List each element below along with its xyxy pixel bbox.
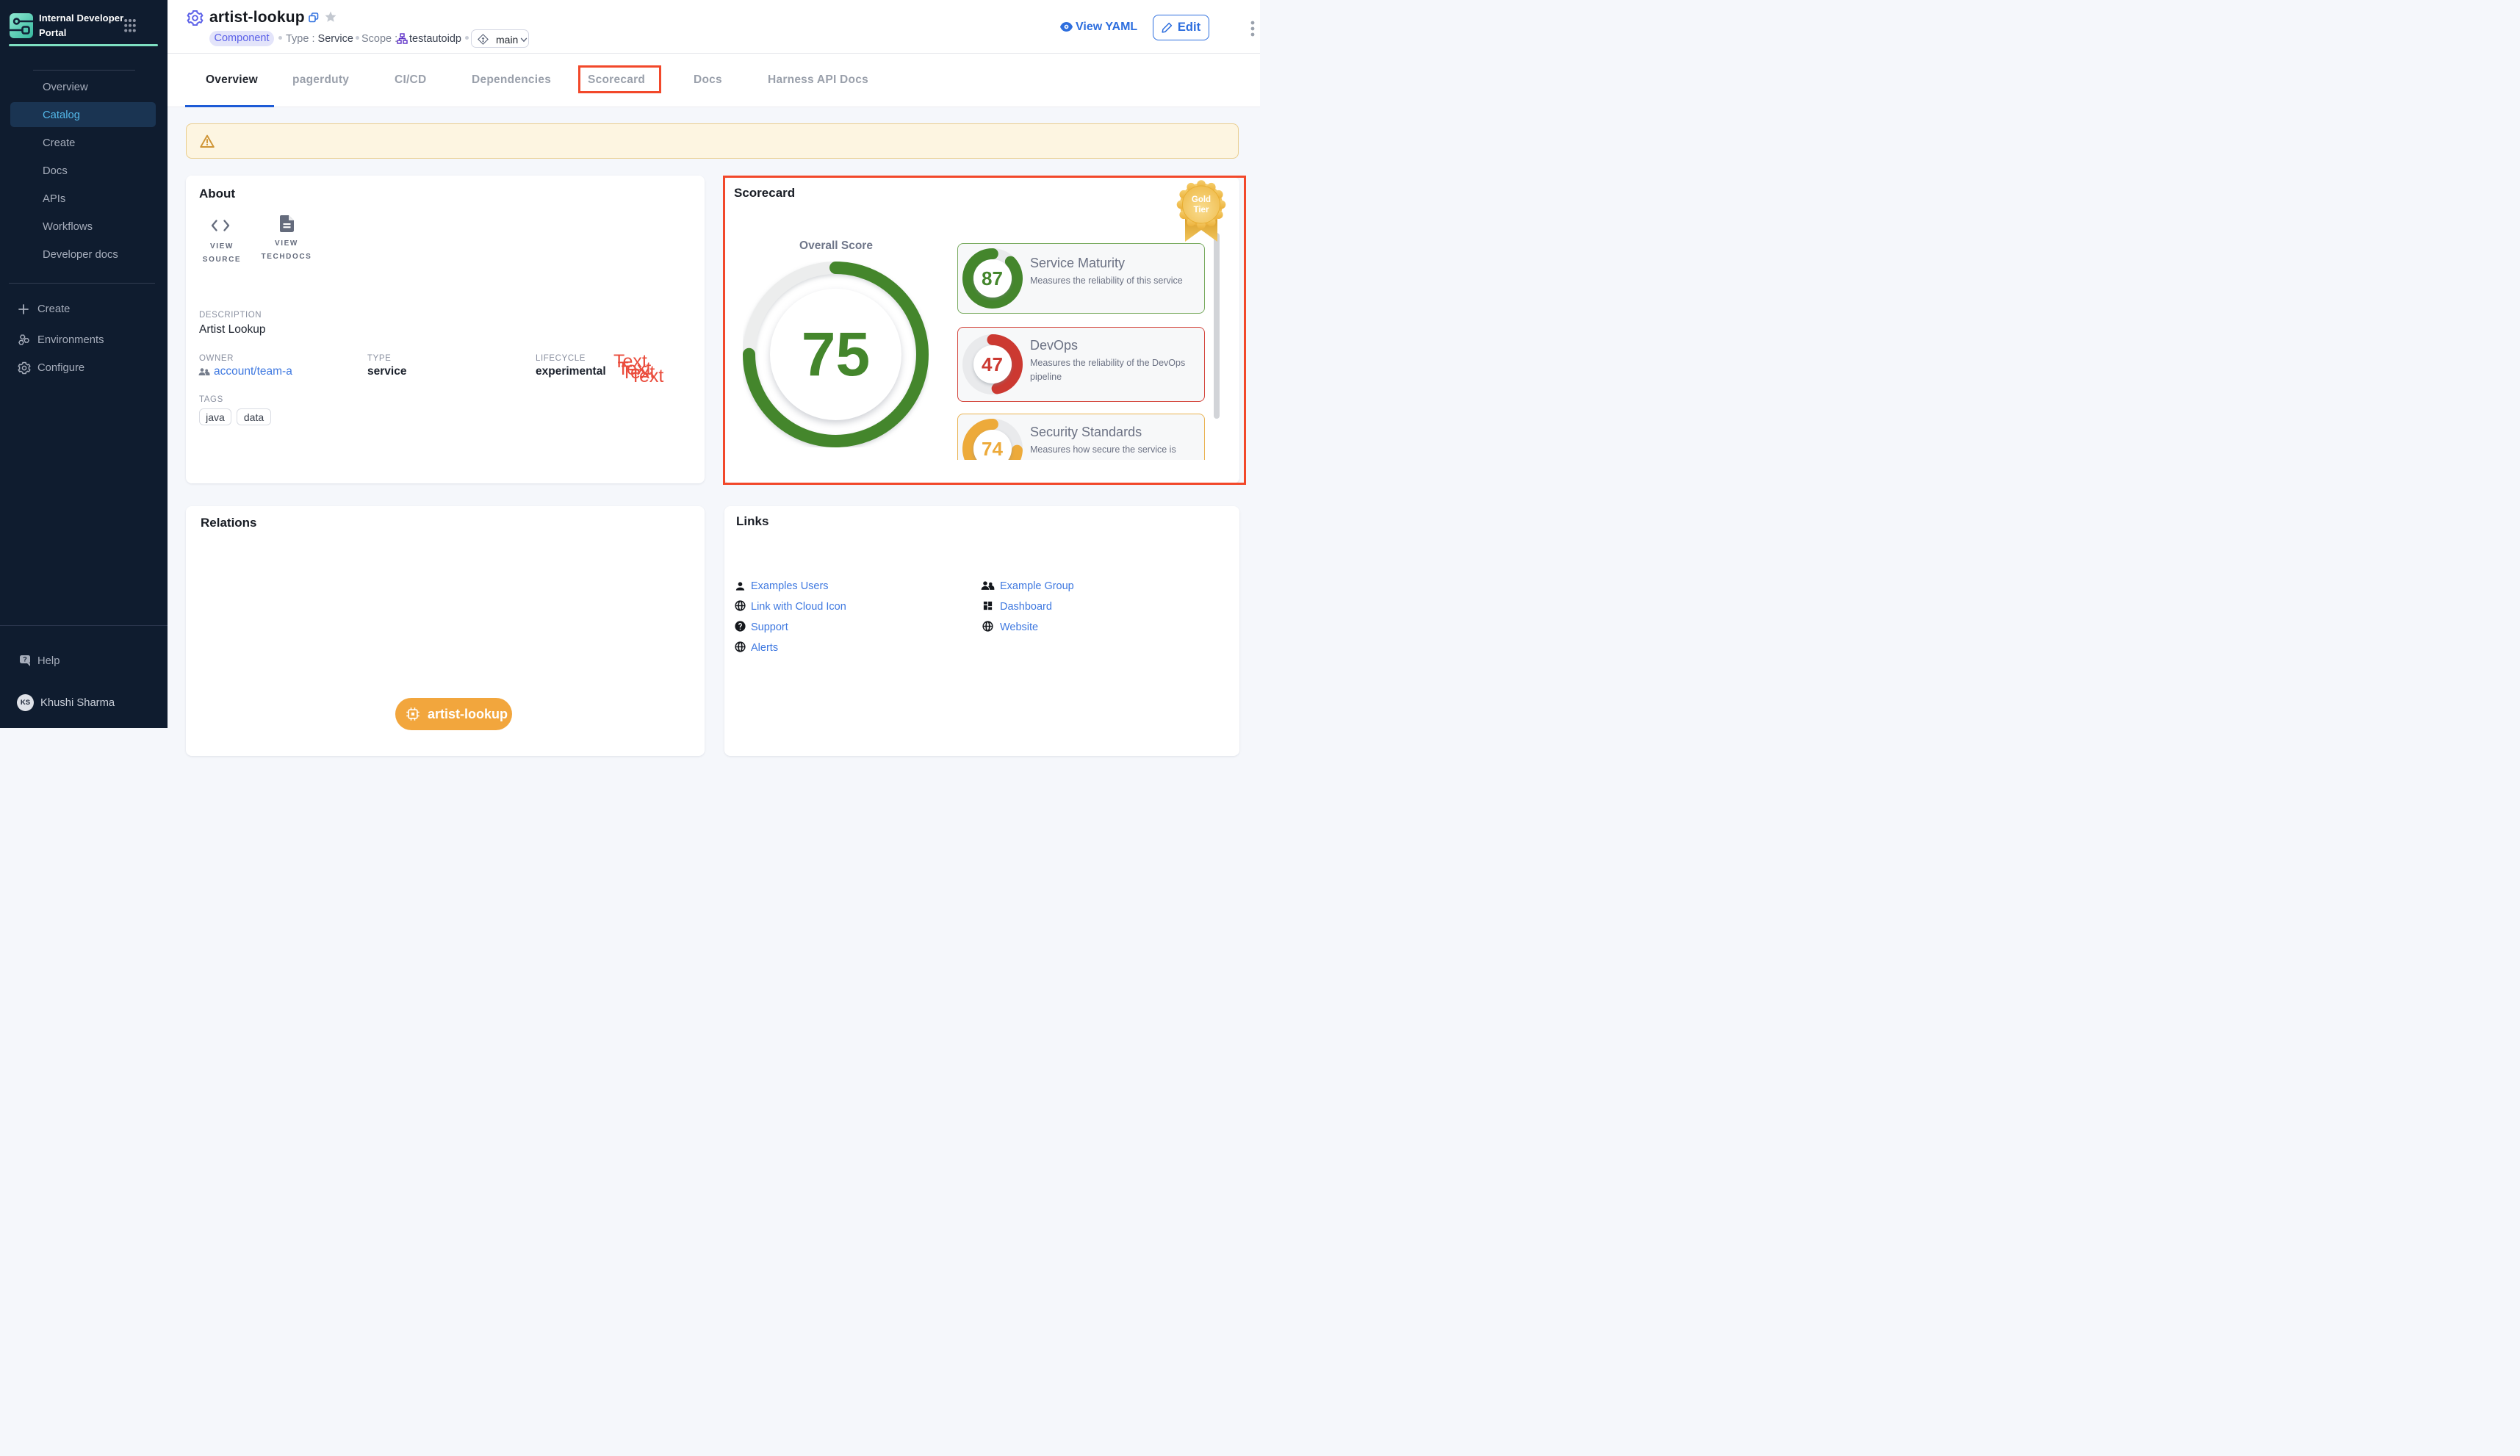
svg-text:Gold: Gold (1192, 195, 1211, 204)
svg-text:Tier: Tier (1194, 206, 1209, 215)
svg-text:?: ? (23, 656, 27, 663)
